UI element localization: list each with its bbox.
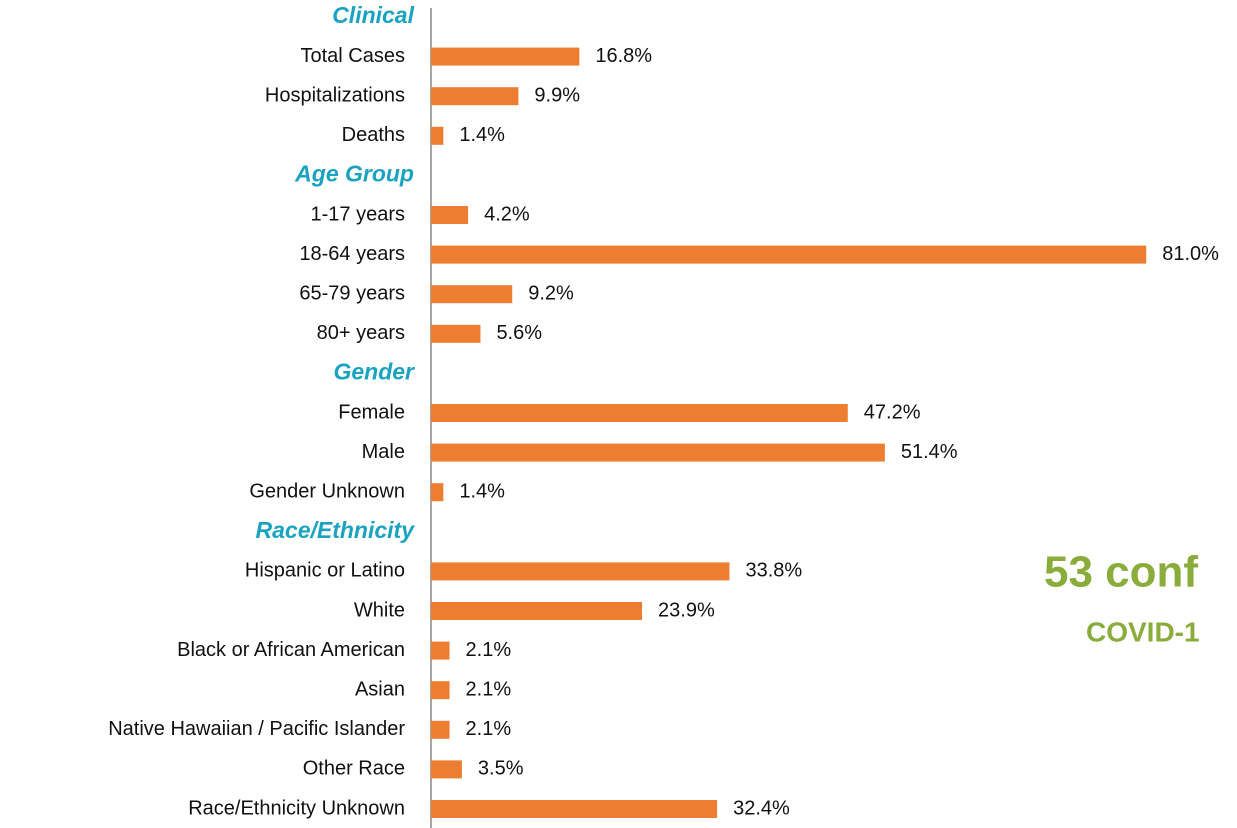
category-label: Hispanic or Latino [245,560,405,582]
bar [431,47,580,66]
category-label: Asian [355,678,405,700]
value-label: 2.1% [466,678,512,700]
category-label: Hospitalizations [265,84,405,106]
category-label: Deaths [342,124,405,146]
bar [431,87,519,106]
value-label: 5.6% [496,322,542,344]
category-label: Other Race [303,758,405,780]
category-label: Female [338,401,405,423]
category-label: Native Hawaiian / Pacific Islander [108,718,405,740]
value-label: 23.9% [658,599,715,621]
category-label: Black or African American [177,639,405,661]
value-label: 4.2% [484,203,530,225]
annotation: 53 conf [1044,548,1198,597]
bar [431,681,450,700]
group-header: Race/Ethnicity [256,517,416,543]
value-label: 9.2% [528,282,574,304]
value-label: 2.1% [466,639,512,661]
value-label: 51.4% [901,441,958,463]
bar [431,404,848,422]
bar [431,483,444,502]
bar [431,324,481,343]
bar [431,126,444,145]
bar [431,800,718,818]
category-label: White [354,599,405,621]
category-label: 80+ years [317,322,405,344]
bar [431,206,469,224]
category-label: 1-17 years [311,203,406,225]
value-label: 32.4% [733,797,790,819]
bar [431,641,450,660]
category-label: Male [362,441,405,463]
category-label: Gender Unknown [249,480,405,502]
value-label: 2.1% [466,718,512,740]
value-label: 1.4% [459,124,505,146]
group-header: Age Group [294,160,414,186]
category-label: Total Cases [301,45,406,67]
bar [431,720,450,739]
bar [431,562,730,581]
value-label: 3.5% [478,758,524,780]
value-label: 33.8% [745,560,802,582]
group-header: Clinical [332,2,414,28]
category-label: 18-64 years [299,243,405,265]
value-label: 1.4% [459,480,505,502]
value-label: 9.9% [534,84,580,106]
category-label: 65-79 years [299,282,405,304]
bar [431,760,462,779]
value-label: 16.8% [595,45,652,67]
bar [431,443,885,462]
group-header: Gender [333,358,415,384]
value-label: 81.0% [1162,243,1219,265]
value-label: 47.2% [864,401,921,423]
bar [431,245,1147,264]
bar [431,285,513,304]
bar [431,602,643,620]
annotation: COVID-1 [1086,616,1200,647]
category-label: Race/Ethnicity Unknown [188,797,405,819]
